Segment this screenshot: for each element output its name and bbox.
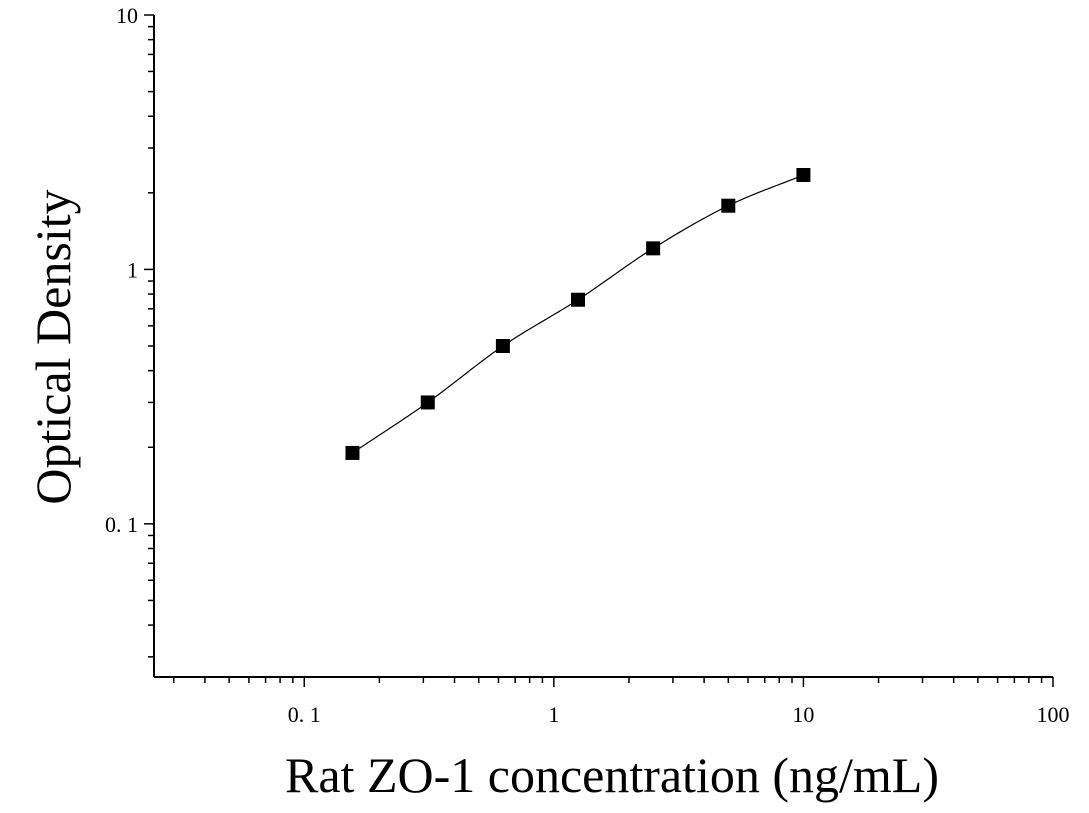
y-tick-label: 10 [116,3,138,28]
x-tick-label: 10 [792,702,814,727]
fit-curve-layer [352,174,804,454]
x-axis-title: Rat ZO-1 concentration (ng/mL) [285,747,939,803]
data-point-marker [646,241,661,256]
fit-curve [352,174,804,454]
data-points [345,168,811,460]
data-point-marker [420,395,435,410]
y-tick-label: 1 [127,257,138,282]
y-tick-label: 0. 1 [105,512,138,537]
tick-labels: 0. 1 1 10 100 0. 1 1 10 [105,3,1070,727]
data-point-marker [721,198,736,213]
data-point-marker [345,445,360,460]
data-point-marker [571,292,586,307]
x-tick-label: 100 [1037,702,1070,727]
data-point-marker [796,168,811,183]
x-tick-label: 1 [548,702,559,727]
y-axis-title: Optical Density [25,189,81,504]
x-tick-label: 0. 1 [288,702,321,727]
data-point-marker [495,339,510,353]
axes [144,14,1054,687]
